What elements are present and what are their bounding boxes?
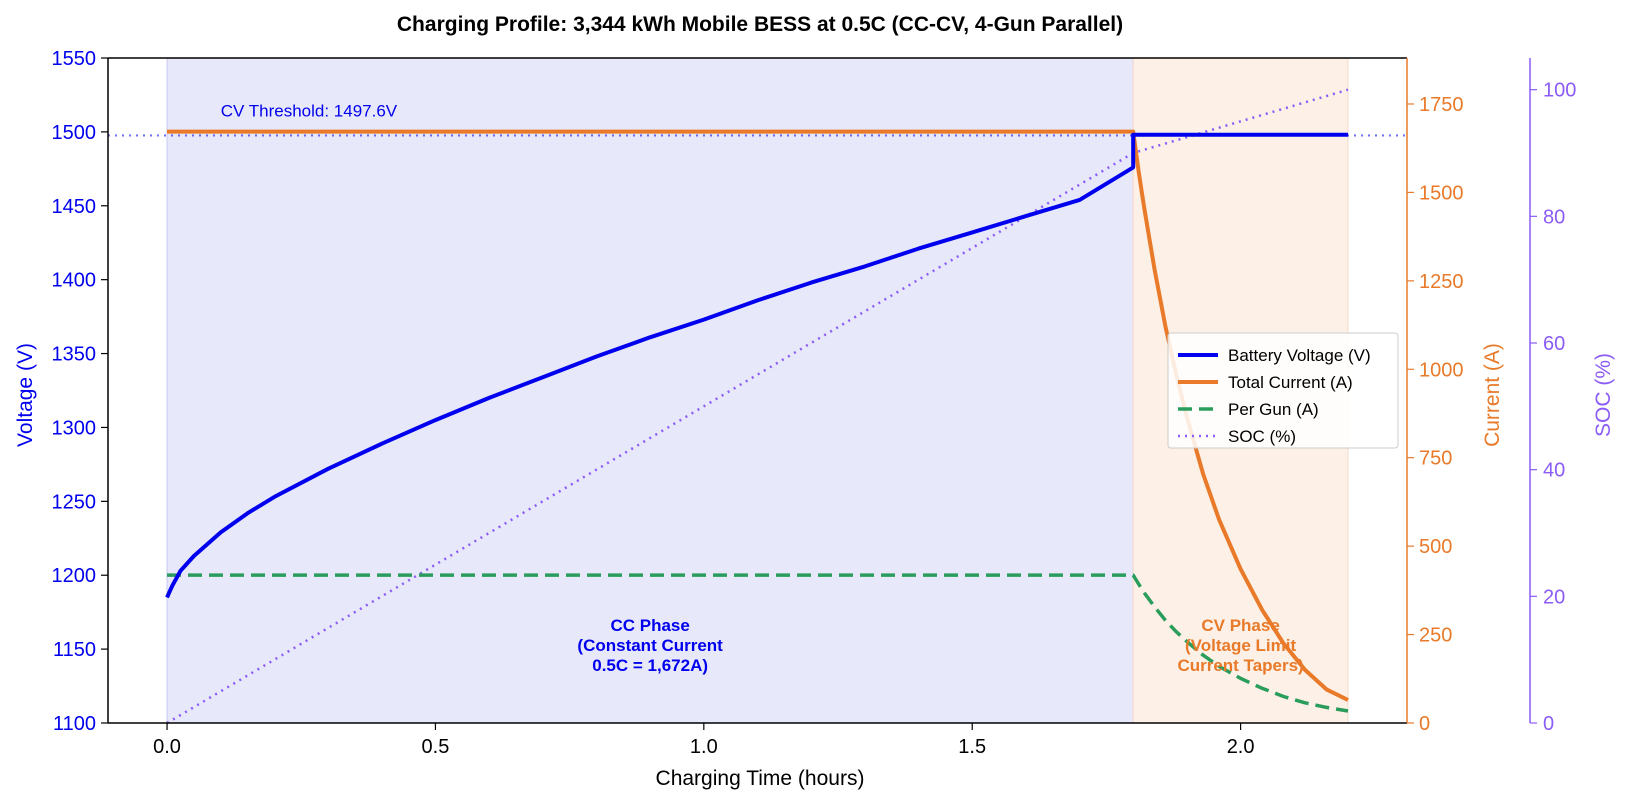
- y-left-tick-label: 1350: [52, 344, 97, 366]
- legend-label-per-gun-a: Per Gun (A): [1228, 400, 1319, 419]
- y-right-tick-label: 1000: [1419, 359, 1464, 381]
- annotation-cc-phase-line-3: 0.5C = 1,672A): [592, 656, 708, 675]
- y-left-tick-label: 1450: [52, 196, 97, 218]
- y-left-axis-label: Voltage (V): [14, 343, 37, 447]
- annotation-cv-phase-line-1: CV Phase: [1201, 616, 1279, 635]
- x-tick-label: 1.0: [690, 736, 718, 758]
- x-tick-label: 1.5: [958, 736, 986, 758]
- y-left-tick-label: 1100: [53, 713, 96, 735]
- y-right2-tick-label: 0: [1543, 713, 1554, 735]
- y-left-tick-label: 1150: [53, 639, 96, 661]
- y-right-tick-label: 1500: [1419, 182, 1464, 204]
- annotation-cc-phase-line-2: (Constant Current: [577, 636, 723, 655]
- y-left-tick-label: 1200: [52, 565, 97, 587]
- y-left-tick-label: 1400: [52, 270, 97, 292]
- series-per-gun-a: [167, 573, 1349, 713]
- annotation-cv-phase-line-2: (Voltage Limit: [1185, 636, 1296, 655]
- legend-label-soc: SOC (%): [1228, 427, 1296, 446]
- y-right2-tick-label: 80: [1543, 206, 1565, 228]
- annotation-cv-phase-line-3: Current Tapers): [1177, 656, 1303, 675]
- x-axis-label: Charging Time (hours): [656, 767, 865, 790]
- y-left-tick-label: 1250: [52, 491, 97, 513]
- y-right-tick-label: 750: [1419, 448, 1452, 470]
- y-right-tick-label: 500: [1419, 536, 1452, 558]
- chart-title: Charging Profile: 3,344 kWh Mobile BESS …: [397, 13, 1123, 36]
- y-right-tick-label: 1750: [1419, 94, 1464, 116]
- x-tick-label: 2.0: [1227, 736, 1255, 758]
- y-right-axis-label: Current (A): [1481, 343, 1504, 447]
- series-battery-voltage-v: [165, 132, 1348, 599]
- annotation-cc-phase-line-1: CC Phase: [610, 616, 689, 635]
- y-right-tick-label: 0: [1419, 713, 1430, 735]
- y-right2-tick-label: 100: [1543, 80, 1576, 102]
- x-tick-label: 0.5: [422, 736, 450, 758]
- y-right2-tick-label: 20: [1543, 586, 1565, 608]
- y-right2-tick-label: 40: [1543, 460, 1565, 482]
- x-tick-label: 0.0: [153, 736, 181, 758]
- cv-threshold-label: CV Threshold: 1497.6V: [221, 101, 398, 120]
- y-right-tick-label: 250: [1419, 625, 1452, 647]
- y-left-tick-label: 1300: [52, 417, 97, 439]
- y-left-tick-label: 1500: [52, 122, 97, 144]
- y-right2-axis-label: SOC (%): [1592, 353, 1615, 437]
- legend-label-battery-voltage-v: Battery Voltage (V): [1228, 346, 1371, 365]
- region-cc: [166, 57, 1134, 724]
- y-left-tick-label: 1550: [52, 48, 97, 70]
- y-right2-tick-label: 60: [1543, 333, 1565, 355]
- legend-box: [1167, 332, 1399, 449]
- y-right-tick-label: 1250: [1419, 271, 1464, 293]
- legend-label-total-current-a: Total Current (A): [1228, 373, 1353, 392]
